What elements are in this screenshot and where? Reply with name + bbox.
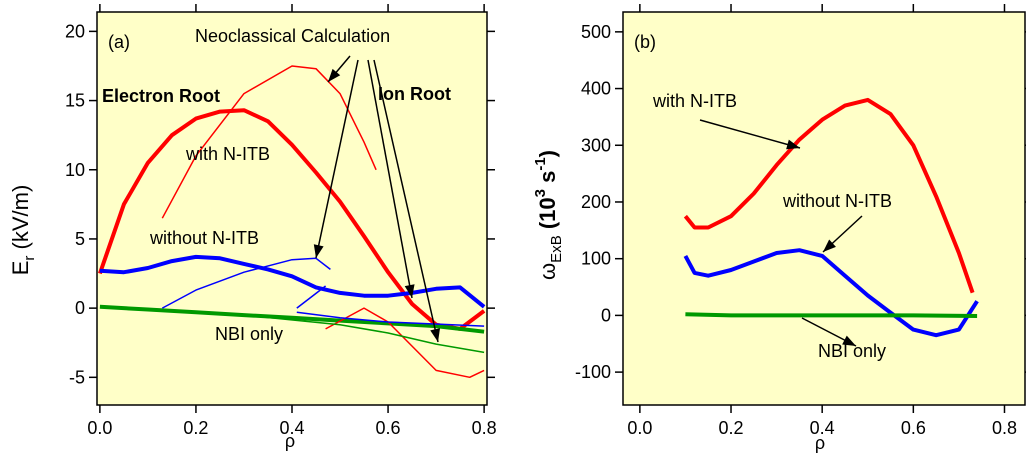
y-axis-label-part: s <box>535 171 560 189</box>
arrow-head <box>842 335 856 346</box>
arrow-line <box>367 59 413 299</box>
y-axis-label-part: ) <box>535 150 560 157</box>
data-line <box>98 108 486 331</box>
data-line <box>243 314 485 354</box>
plot-frame <box>96 11 488 406</box>
annotation: Electron Root <box>102 86 220 106</box>
data-line <box>683 97 975 294</box>
y-tick-label: 400 <box>581 79 611 99</box>
arrow-head <box>313 244 324 258</box>
arrow-head <box>823 239 836 252</box>
y-axis-label-part: (kV/m) <box>8 185 33 256</box>
y-axis-label-part: ExB <box>548 235 565 263</box>
data-line <box>161 65 485 379</box>
x-tick-label: 0.0 <box>627 418 652 438</box>
annotation: with N-ITB <box>652 91 737 111</box>
y-tick-label: -5 <box>69 367 85 387</box>
y-axis-label: ωExB (103 s-1) <box>532 150 565 280</box>
data-line <box>99 254 486 309</box>
arrow-head <box>430 328 440 342</box>
arrow-line <box>699 119 801 149</box>
x-tick-label: 0.4 <box>279 418 304 438</box>
y-tick-label: 20 <box>65 21 85 41</box>
data-line <box>99 304 485 334</box>
annotation: NBI only <box>818 341 886 361</box>
y-tick-label: 200 <box>581 192 611 212</box>
x-tick-label: 0.2 <box>719 418 744 438</box>
arrow-head <box>786 139 800 150</box>
arrow-line <box>373 59 439 343</box>
x-tick-label: 0.2 <box>183 418 208 438</box>
y-tick-label: 0 <box>601 305 611 325</box>
arrow-head <box>404 284 415 298</box>
plot-area <box>97 12 487 405</box>
y-tick-label: 100 <box>581 249 611 269</box>
annotation: with N-ITB <box>185 144 270 164</box>
panel-label: (a) <box>108 32 130 52</box>
plot-frame <box>622 11 1026 406</box>
annotation: Ion Root <box>378 84 451 104</box>
x-tick-label: 0.8 <box>992 418 1017 438</box>
data-line <box>685 312 978 318</box>
x-tick-label: 0.0 <box>87 418 112 438</box>
y-axis-label-part: (10 <box>535 197 560 235</box>
plot-area <box>623 12 1025 405</box>
y-tick-label: 0 <box>75 298 85 318</box>
y-tick-label: 15 <box>65 91 85 111</box>
arrow-head <box>328 68 341 82</box>
x-tick-label: 0.6 <box>376 418 401 438</box>
panel-label: (b) <box>634 32 656 52</box>
arrow-line <box>315 59 359 259</box>
y-tick-label: 300 <box>581 135 611 155</box>
y-axis-label-part: r <box>21 256 38 261</box>
annotation: NBI only <box>215 324 283 344</box>
y-tick-label: 10 <box>65 160 85 180</box>
x-axis-label: ρ <box>285 431 295 451</box>
data-line <box>161 257 485 327</box>
y-tick-label: -100 <box>575 362 611 382</box>
x-tick-label: 0.6 <box>901 418 926 438</box>
annotation: without N-ITB <box>782 191 892 211</box>
y-axis-label-part: E <box>8 261 33 276</box>
y-axis-label-part: 3 <box>532 189 549 197</box>
x-axis-label: ρ <box>815 433 825 453</box>
data-line <box>683 248 979 338</box>
x-tick-label: 0.8 <box>472 418 497 438</box>
annotation: without N-ITB <box>149 228 259 248</box>
y-tick-label: 5 <box>75 229 85 249</box>
y-axis-label: Er (kV/m) <box>8 185 38 276</box>
annotation: Neoclassical Calculation <box>195 26 390 46</box>
y-axis-label-part: -1 <box>532 157 549 170</box>
y-tick-label: 500 <box>581 22 611 42</box>
x-tick-label: 0.4 <box>810 418 835 438</box>
y-axis-label-part: ω <box>535 263 560 280</box>
